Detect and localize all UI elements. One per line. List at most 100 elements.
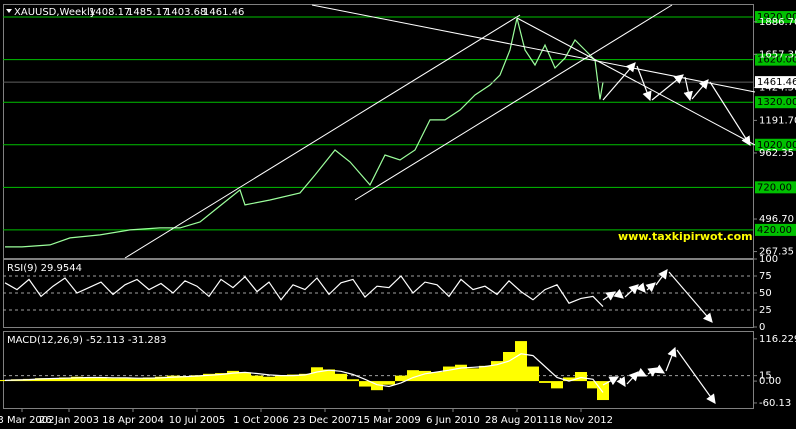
macd-bar <box>575 372 587 382</box>
y-tick-label: 1886.70 <box>759 17 796 28</box>
macd-title: MACD(12,26,9) -52.113 -31.283 <box>7 335 167 346</box>
arrow <box>613 288 624 299</box>
macd-bar <box>275 376 287 382</box>
macd-bar <box>503 352 515 382</box>
macd-bar <box>47 378 59 382</box>
ohlc-value: 1485.17 <box>127 7 168 18</box>
macd-bar <box>263 376 275 382</box>
macd-bar <box>311 367 323 382</box>
arrow <box>668 271 713 323</box>
macd-bar <box>227 370 239 382</box>
arrow <box>655 269 668 286</box>
macd-bar <box>359 381 371 387</box>
arrow <box>636 65 652 102</box>
watermark: www.taxkipirwot.com <box>618 230 753 243</box>
arrow <box>602 62 636 101</box>
macd-bar <box>407 370 419 382</box>
macd-bar <box>191 375 203 382</box>
trend-line <box>516 17 756 146</box>
x-tick-label: 6 Jun 2010 <box>426 415 480 426</box>
arrow <box>602 376 620 386</box>
macd-bar <box>335 373 347 382</box>
macd-bar <box>323 369 335 382</box>
rsi-title: RSI(9) 29.9544 <box>7 263 82 274</box>
macd-bar <box>431 372 443 382</box>
y-tick-label: 1657.35 <box>759 49 796 60</box>
macd-bar <box>371 381 383 391</box>
plot: 1886.701657.351424.501191.70962.35496.70… <box>0 17 796 426</box>
macd-bar <box>443 366 455 382</box>
level-label: 1620.00 <box>757 55 796 66</box>
arrow <box>636 367 648 377</box>
arrow <box>626 371 639 385</box>
x-tick-label: 28 Aug 2011 <box>485 415 549 426</box>
y-tick-label: 50 <box>759 288 772 299</box>
level-label-box <box>755 53 796 66</box>
price-line <box>5 17 604 248</box>
x-tick-label: 26 Jan 2003 <box>39 415 99 426</box>
arrow <box>654 364 666 374</box>
macd-bar <box>395 375 407 382</box>
macd-bar <box>479 365 491 382</box>
macd-bar <box>515 341 527 382</box>
y-tick-label: 75 <box>759 271 772 282</box>
price-pane <box>3 4 754 259</box>
levels: 1920.00 1620.00 1320.00 1020.00 720.00 420.00 <box>3 11 796 377</box>
y-tick-label: 100 <box>759 254 778 265</box>
level-label: 420.00 <box>757 225 792 236</box>
y-tick-label: 15 <box>759 371 772 382</box>
macd-pane <box>3 331 754 409</box>
arrow <box>683 76 693 102</box>
macd-bar <box>551 381 563 389</box>
macd-bar <box>299 373 311 382</box>
macd-bar <box>347 379 359 382</box>
macd-bar <box>597 381 609 401</box>
macd-bar <box>71 376 83 382</box>
x-tick-label: 23 Dec 2007 <box>293 415 357 426</box>
arrow <box>635 282 646 293</box>
level-label-box <box>755 96 796 109</box>
trend-line <box>124 14 521 259</box>
macd-bar <box>35 378 47 382</box>
level-label-box <box>755 138 796 151</box>
x-tick-label: 10 Jul 2005 <box>169 415 226 426</box>
menu-triangle <box>6 9 12 13</box>
rsi-line <box>4 275 604 308</box>
ohlc-value: 1461.46 <box>203 7 244 18</box>
y-tick-label: 496.70 <box>759 214 794 225</box>
arrow <box>651 74 684 101</box>
macd-bar <box>467 368 479 382</box>
ohlc-value: 1408.17 <box>89 7 130 18</box>
level-label-box <box>755 223 796 236</box>
macd-bar <box>83 377 95 382</box>
macd-bar <box>95 377 107 382</box>
macd-bar <box>119 377 131 382</box>
y-tick-label: 1191.70 <box>759 115 796 126</box>
forecast-arrows <box>602 62 751 404</box>
arrow <box>709 81 751 147</box>
trend-line <box>354 4 673 201</box>
y-tick-label: -60.13 <box>759 398 791 409</box>
macd-bar <box>131 378 143 382</box>
arrow <box>676 349 716 404</box>
chart-title: XAUUSD,Weekly <box>14 7 96 18</box>
last-price-box <box>755 76 796 89</box>
macd-bar <box>107 378 119 382</box>
y-tick-label: 962.35 <box>759 148 794 159</box>
level-label: 720.00 <box>757 182 792 193</box>
arrow <box>665 346 677 372</box>
level-label: 1920.00 <box>757 12 796 23</box>
ohlc-value: 1403.68 <box>165 7 206 18</box>
arrow <box>616 376 626 388</box>
macd-bar <box>383 381 395 385</box>
macd-bar <box>143 377 155 382</box>
signal-line <box>4 353 604 393</box>
x-tick-label: 18 Nov 2012 <box>549 415 613 426</box>
y-tick-label: 267.35 <box>759 247 794 258</box>
y-tick-label: 0 <box>759 322 765 333</box>
x-tick-label: 18 Apr 2004 <box>102 415 164 426</box>
level-label: 1320.00 <box>757 97 796 108</box>
macd-bar <box>167 375 179 382</box>
